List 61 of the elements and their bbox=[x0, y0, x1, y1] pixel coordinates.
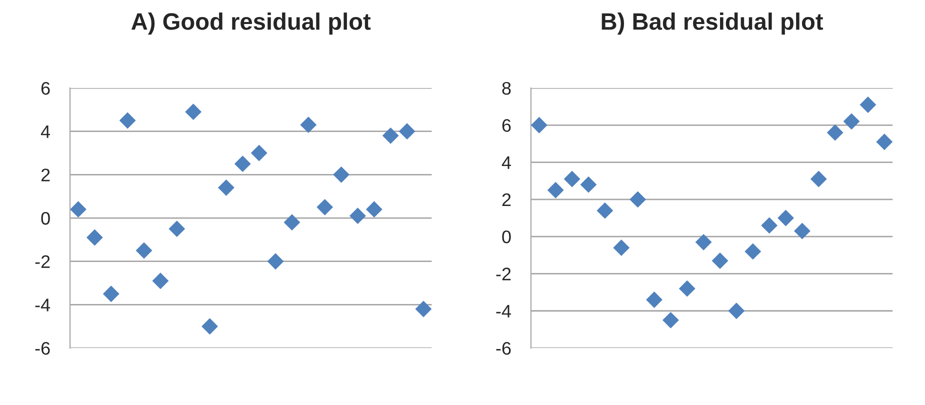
point bbox=[102, 286, 120, 302]
chart-title: A) Good residual plot bbox=[131, 12, 371, 35]
point bbox=[136, 242, 152, 259]
point bbox=[366, 201, 382, 218]
point bbox=[728, 302, 745, 320]
y-tick-label: 6 bbox=[502, 119, 511, 132]
point bbox=[415, 300, 432, 318]
point bbox=[350, 208, 366, 224]
point bbox=[267, 253, 284, 270]
point bbox=[778, 210, 794, 226]
point bbox=[580, 176, 597, 193]
point bbox=[761, 217, 778, 234]
point bbox=[530, 116, 548, 134]
y-tick-label: -6 bbox=[35, 342, 50, 355]
point bbox=[300, 116, 317, 134]
y-tick-label: -4 bbox=[35, 298, 50, 312]
point bbox=[218, 179, 234, 196]
y-tick-label: -2 bbox=[496, 268, 511, 280]
point bbox=[843, 113, 860, 130]
point bbox=[646, 292, 662, 308]
point bbox=[398, 123, 416, 140]
point bbox=[662, 312, 679, 328]
point bbox=[810, 170, 827, 188]
point bbox=[382, 127, 399, 144]
y-tick-label: 0 bbox=[41, 212, 50, 225]
point bbox=[794, 222, 810, 240]
y-tick-label: 4 bbox=[502, 156, 511, 169]
chart-title: B) Bad residual plot bbox=[602, 12, 824, 35]
point bbox=[316, 198, 334, 216]
point bbox=[712, 252, 728, 269]
y-tick-label: 4 bbox=[40, 125, 50, 138]
y-tick-label: 2 bbox=[41, 168, 50, 182]
y-tick-label: 8 bbox=[502, 82, 511, 95]
point bbox=[630, 191, 646, 208]
point bbox=[860, 96, 876, 113]
y-tick-label: -4 bbox=[496, 304, 511, 318]
point bbox=[86, 229, 103, 246]
point bbox=[613, 240, 630, 256]
point bbox=[695, 234, 712, 250]
point bbox=[826, 124, 844, 141]
point bbox=[596, 202, 614, 219]
point bbox=[678, 280, 696, 297]
y-tick-label: -6 bbox=[496, 342, 511, 355]
point bbox=[250, 144, 268, 162]
point bbox=[284, 214, 300, 231]
point bbox=[234, 156, 251, 172]
point bbox=[168, 220, 186, 238]
point bbox=[547, 182, 564, 198]
point bbox=[876, 134, 893, 150]
point bbox=[119, 112, 136, 129]
y-tick-label: 0 bbox=[502, 230, 511, 244]
point bbox=[152, 272, 169, 290]
point bbox=[70, 201, 86, 218]
point bbox=[564, 170, 580, 188]
point bbox=[333, 166, 350, 183]
y-tick-label: 6 bbox=[41, 82, 50, 95]
y-tick-label: -2 bbox=[35, 255, 50, 268]
y-tick-label: 2 bbox=[502, 193, 511, 206]
point bbox=[185, 104, 202, 120]
point bbox=[202, 318, 218, 335]
point bbox=[744, 243, 762, 260]
